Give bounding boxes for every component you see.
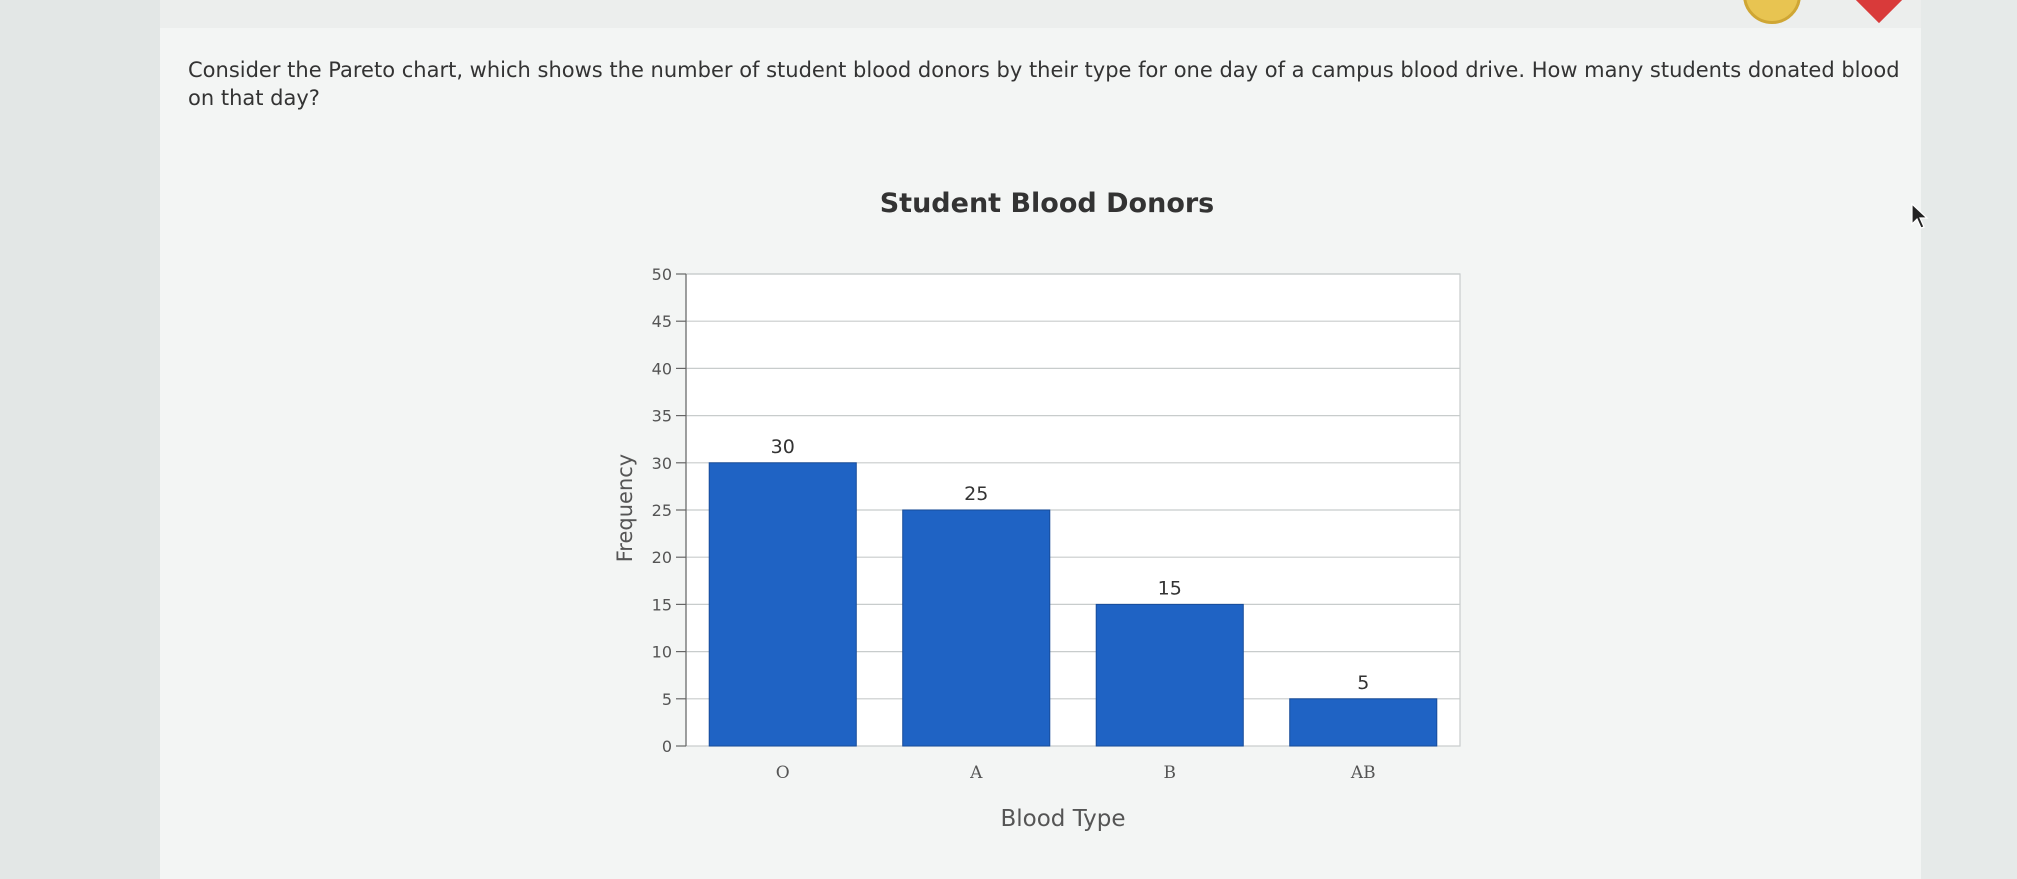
data-label: 15 [1158, 577, 1182, 599]
data-label: 30 [771, 436, 795, 458]
y-tick-label: 30 [652, 454, 672, 473]
y-tick-label: 25 [652, 501, 672, 520]
x-tick-label: O [776, 763, 790, 783]
top-strip [160, 0, 1921, 29]
x-tick-label: AB [1350, 763, 1376, 783]
y-tick-label: 40 [652, 359, 672, 378]
bars [708, 462, 1438, 747]
y-tick-label: 50 [652, 265, 672, 284]
chart-svg: Student Blood Donors Frequency Blood Typ… [613, 188, 1461, 832]
chart-title: Student Blood Donors [880, 188, 1215, 219]
y-axis: 0 5 10 15 20 25 30 35 40 45 50 [652, 265, 687, 756]
pareto-chart: Student Blood Donors Frequency Blood Typ… [600, 178, 1500, 842]
x-tick-label: B [1164, 763, 1177, 783]
bar-o [708, 462, 857, 747]
bar-a [902, 509, 1051, 747]
x-tick-label: A [969, 763, 983, 783]
right-margin [1921, 0, 2017, 879]
x-axis-label: Blood Type [1000, 806, 1125, 832]
y-tick-label: 10 [652, 643, 672, 662]
y-tick-label: 45 [652, 312, 672, 331]
y-tick-label: 0 [662, 737, 672, 756]
left-margin [0, 0, 160, 879]
y-tick-label: 15 [652, 595, 672, 614]
y-tick-label: 5 [662, 690, 672, 709]
y-tick-label: 35 [652, 407, 672, 426]
data-label: 25 [964, 483, 988, 505]
y-axis-label: Frequency [613, 454, 637, 563]
data-label: 5 [1357, 672, 1369, 694]
y-tick-label: 20 [652, 548, 672, 567]
question-text: Consider the Pareto chart, which shows t… [188, 58, 1900, 110]
data-labels: 30 25 15 5 [771, 436, 1370, 694]
mouse-pointer-icon [1911, 202, 1929, 229]
bar-ab [1289, 698, 1438, 747]
bar-b [1095, 603, 1244, 747]
x-tick-labels: O A B AB [776, 763, 1376, 783]
